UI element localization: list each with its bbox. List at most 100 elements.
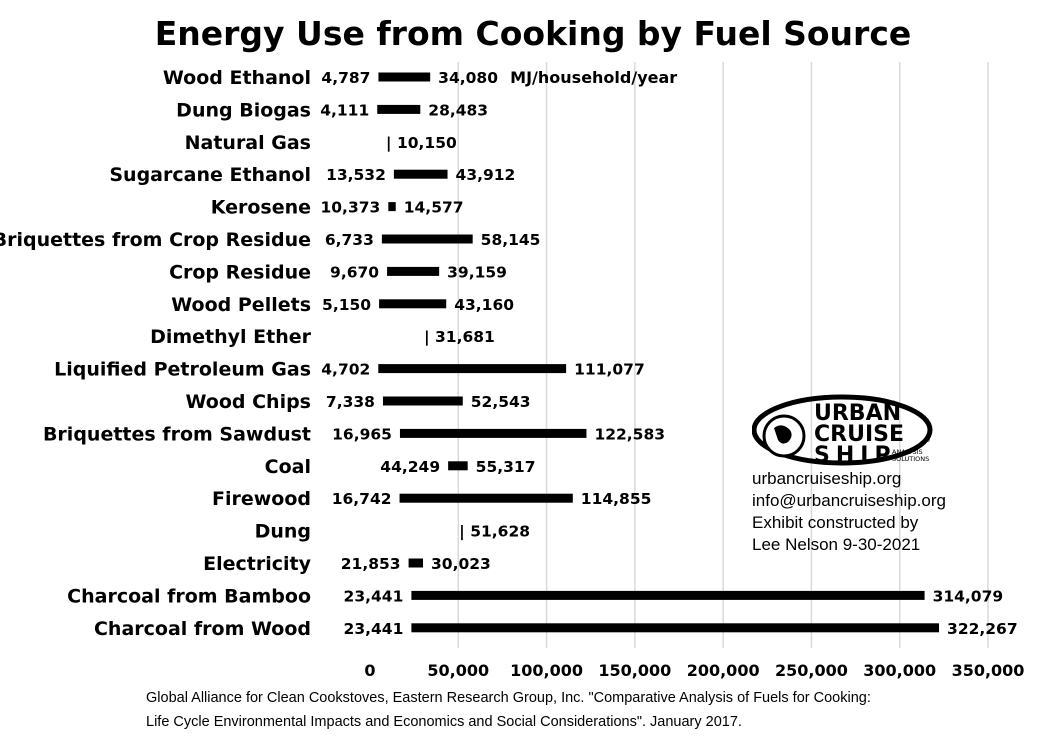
x-tick-label: 100,000 (510, 661, 583, 680)
high-value-label: 111,077 (574, 361, 645, 379)
category-label: Briquettes from Sawdust (43, 423, 311, 445)
low-value-label: 13,532 (326, 166, 386, 184)
unit-label: MJ/household/year (510, 68, 677, 87)
category-label: Natural Gas (185, 132, 311, 154)
logo-tagline-analysis: ANALYSIS (892, 448, 923, 456)
category-label: Charcoal from Wood (94, 618, 311, 640)
logo-registered-mark: ® (890, 400, 897, 408)
low-value-label: 4,111 (320, 101, 369, 119)
credit-line-2: Lee Nelson 9-30-2021 (752, 535, 921, 554)
category-label: Wood Pellets (171, 294, 311, 316)
category-label: Kerosene (211, 197, 311, 219)
logo-line-ship: SHIP (814, 443, 897, 468)
category-label: Briquettes from Crop Residue (0, 229, 311, 251)
category-label: Crop Residue (169, 261, 311, 283)
high-value-label: 114,855 (581, 490, 652, 508)
category-label: Electricity (203, 553, 311, 575)
range-bar (378, 364, 567, 374)
logo-line-urban: URBAN (814, 401, 901, 426)
high-value-label: 28,483 (428, 101, 488, 119)
range-bar (382, 396, 463, 406)
low-value-label: 23,441 (344, 620, 404, 638)
credit-line-1: Exhibit constructed by (752, 513, 919, 532)
category-label: Dung (255, 521, 311, 543)
range-bar (399, 493, 573, 503)
high-value-label: 14,577 (404, 199, 464, 217)
x-tick-label: 0 (364, 661, 375, 680)
logo-tagline-solutions: SOLUTIONS (892, 455, 929, 463)
range-bar (381, 234, 473, 244)
high-value-label: 52,543 (471, 393, 531, 411)
category-label: Sugarcane Ethanol (109, 164, 311, 186)
range-bar (379, 299, 447, 309)
logo-graphic: URBAN CRUISE SHIP ® ® ANALYSIS SOLUTIONS (751, 394, 933, 468)
category-labels: Wood Ethanol Dung Biogas Natural Gas Sugarc… (0, 67, 312, 640)
x-tick-label: 200,000 (687, 661, 760, 680)
single-value-label: | 31,681 (424, 328, 495, 347)
logo-ring (751, 394, 933, 466)
range-bar (411, 623, 940, 633)
category-label: Coal (265, 456, 311, 478)
high-value-label: 322,267 (947, 620, 1018, 638)
range-bar (377, 104, 421, 114)
range-bar (387, 266, 440, 276)
category-label: Charcoal from Bamboo (67, 585, 311, 607)
bars (377, 72, 940, 633)
range-bar (378, 72, 431, 82)
category-label: Firewood (212, 488, 311, 510)
category-label: Wood Chips (186, 391, 312, 413)
high-value-label: 39,159 (447, 263, 507, 281)
low-value-label: 16,742 (332, 490, 392, 508)
source-citation: Global Alliance for Clean Cookstoves, Ea… (146, 686, 871, 734)
low-value-label: 10,373 (320, 199, 380, 217)
high-value-label: 43,160 (454, 296, 514, 314)
category-label: Wood Ethanol (163, 67, 311, 89)
globe-land-icon (774, 425, 792, 444)
low-value-label: 4,702 (321, 361, 370, 379)
low-value-label: 5,150 (322, 296, 371, 314)
low-value-label: 4,787 (321, 69, 370, 87)
low-value-label: 6,733 (325, 231, 374, 249)
x-axis-tick-labels: 0 50,000 100,000 150,000 200,000 250,000 300,0… (364, 661, 1024, 680)
low-value-label: 44,249 (380, 458, 440, 476)
high-value-label: 314,079 (933, 587, 1004, 605)
category-label: Dimethyl Ether (150, 326, 312, 348)
source-line-2: Life Cycle Environmental Impacts and Eco… (146, 714, 742, 730)
range-bar (388, 202, 396, 212)
x-tick-label: 50,000 (427, 661, 489, 680)
high-value-label: 43,912 (456, 166, 516, 184)
high-value-label: 58,145 (481, 231, 541, 249)
range-bar (408, 558, 424, 568)
x-tick-label: 150,000 (598, 661, 671, 680)
grid (457, 62, 989, 648)
logo: URBAN CRUISE SHIP ® ® ANALYSIS SOLUTIONS (751, 392, 992, 562)
range-bar (411, 590, 925, 600)
category-label: Liquified Petroleum Gas (54, 359, 311, 381)
range-bar (399, 428, 587, 438)
email-text: info@urbancruiseship.org (752, 491, 946, 510)
single-value-label: | 10,150 (386, 134, 457, 153)
single-value-label: | 51,628 (459, 523, 530, 542)
range-bar (448, 461, 468, 471)
range-bar (393, 169, 448, 179)
contact-block: urbancruiseship.org info@urbancruiseship… (752, 468, 946, 556)
x-tick-label: 350,000 (952, 661, 1025, 680)
low-value-label: 23,441 (344, 587, 404, 605)
website-text: urbancruiseship.org (752, 469, 902, 488)
high-value-label: 30,023 (431, 555, 491, 573)
high-value-label: 122,583 (594, 425, 665, 443)
high-value-label: 34,080 (438, 69, 498, 87)
high-value-label: 55,317 (476, 458, 536, 476)
category-label: Dung Biogas (176, 99, 311, 121)
chart-title: Energy Use from Cooking by Fuel Source (155, 14, 912, 53)
low-value-label: 21,853 (341, 555, 401, 573)
low-value-label: 9,670 (330, 263, 379, 281)
x-tick-label: 300,000 (863, 661, 936, 680)
logo-registered-mark-2: ® (924, 436, 931, 444)
low-value-label: 7,338 (326, 393, 375, 411)
low-value-label: 16,965 (332, 425, 392, 443)
x-tick-label: 250,000 (775, 661, 848, 680)
source-line-1: Global Alliance for Clean Cookstoves, Ea… (146, 690, 871, 706)
